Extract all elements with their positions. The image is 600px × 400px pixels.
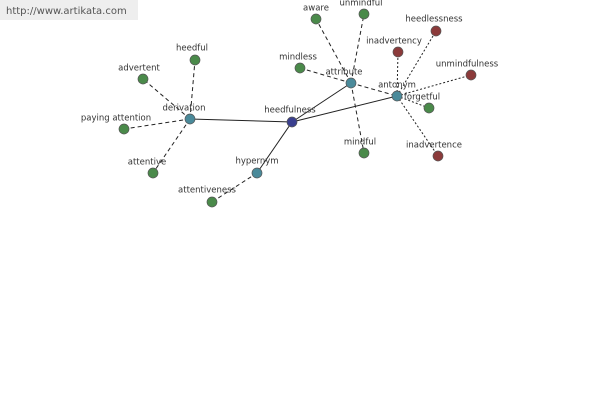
nodes: heedfulness derivation attribute antonym hyp… — [81, 0, 499, 208]
edge — [396, 95, 430, 109]
edge — [152, 118, 191, 174]
node-label: heedfulness — [264, 106, 316, 116]
node-label: inadvertence — [406, 141, 462, 151]
edge — [315, 18, 352, 84]
edge — [299, 67, 352, 84]
node-label: antonym — [378, 81, 416, 91]
node-label: attentiveness — [178, 186, 236, 196]
edge — [189, 118, 293, 123]
node-label: inadvertency — [366, 37, 422, 47]
node-label: mindless — [279, 53, 317, 63]
node — [189, 54, 201, 66]
node-label: unmindfulness — [436, 60, 499, 70]
node-label: paying attention — [81, 114, 151, 124]
node-label: heedlessness — [405, 15, 463, 25]
edge — [350, 82, 398, 97]
node — [392, 46, 404, 58]
node — [294, 62, 306, 74]
node-label: attribute — [325, 68, 362, 78]
node-label: aware — [303, 4, 329, 14]
header-bg — [0, 0, 138, 20]
edge — [396, 51, 399, 97]
node — [358, 147, 370, 159]
edge — [211, 172, 258, 203]
node-label: advertent — [118, 64, 160, 74]
edge — [142, 78, 191, 120]
edge — [291, 95, 398, 123]
edge — [350, 13, 365, 84]
node — [432, 150, 444, 162]
node-label: unmindful — [340, 0, 383, 9]
node — [465, 69, 477, 81]
node-label: heedful — [176, 44, 208, 54]
node — [286, 116, 298, 128]
edge — [256, 121, 293, 174]
node-label: forgetful — [404, 93, 440, 103]
edge — [189, 59, 196, 120]
node — [423, 102, 435, 114]
node — [345, 77, 357, 89]
node — [251, 167, 263, 179]
node — [310, 13, 322, 25]
edge — [396, 30, 437, 97]
node — [137, 73, 149, 85]
node — [430, 25, 442, 37]
node-label: mindful — [344, 138, 376, 148]
node-label: hypernym — [235, 157, 278, 167]
node — [184, 113, 196, 125]
edge — [396, 95, 439, 157]
node-label: derivation — [162, 104, 205, 114]
edge — [350, 82, 365, 154]
edges — [123, 13, 472, 203]
node — [118, 123, 130, 135]
node — [391, 90, 403, 102]
edge — [396, 74, 472, 97]
node — [147, 167, 159, 179]
header-url[interactable]: http://www.artikata.com — [6, 6, 127, 17]
node-label: attentive — [128, 158, 166, 168]
edge — [291, 82, 352, 123]
node — [206, 196, 218, 208]
node — [358, 8, 370, 20]
